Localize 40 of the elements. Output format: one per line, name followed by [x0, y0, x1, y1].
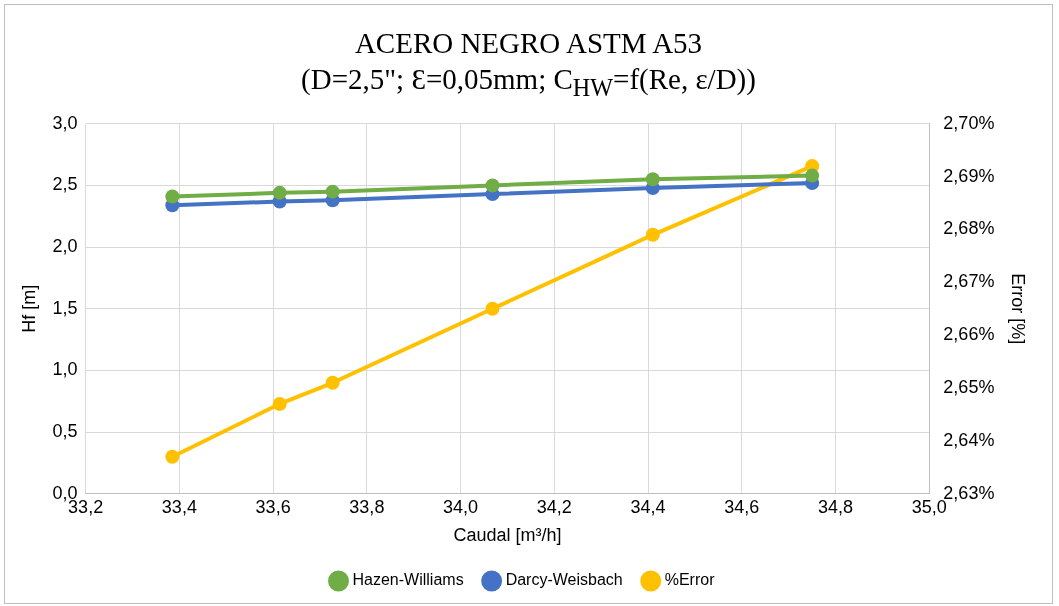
- y-tick-label: 1,0: [52, 359, 78, 380]
- point: [272, 185, 287, 200]
- legend-label: %Error: [664, 571, 716, 589]
- point: [645, 172, 660, 187]
- point: [165, 449, 180, 464]
- y2-tick-label: 2,70%: [943, 112, 995, 133]
- x-axis-title: Caudal [m³/h]: [453, 525, 562, 546]
- y2-tick-label: 2,69%: [943, 165, 995, 186]
- x-tick-label: 34,4: [630, 496, 666, 517]
- y-axis-title: Hf [m]: [18, 284, 39, 333]
- point: [165, 189, 180, 204]
- legend-label: Hazen-Williams: [352, 571, 464, 589]
- point: [805, 168, 820, 183]
- point: [325, 184, 340, 199]
- point: [485, 178, 500, 193]
- point: [485, 301, 500, 316]
- y2-axis-title: Error [%]: [1008, 273, 1029, 345]
- y-tick-label: 2,5: [52, 174, 78, 195]
- chart-title: ACERO NEGRO ASTM A53: [353, 26, 704, 61]
- y2-tick-label: 2,66%: [943, 324, 995, 345]
- x-tick-label: 34,6: [724, 496, 760, 517]
- x-tick-label: 33,6: [255, 496, 291, 517]
- x-tick-label: 33,4: [161, 496, 197, 517]
- y2-tick-label: 2,65%: [943, 377, 995, 398]
- y2-tick-label: 2,64%: [943, 429, 995, 450]
- y-tick-label: 1,5: [52, 297, 78, 318]
- x-tick-label: 34,8: [818, 496, 854, 517]
- y2-tick-label: 2,67%: [943, 271, 995, 292]
- x-tick-label: 34,0: [443, 496, 479, 517]
- point: [645, 227, 660, 242]
- y-tick-label: 3,0: [52, 112, 78, 133]
- y2-tick-label: 2,68%: [943, 218, 995, 239]
- point: [272, 396, 287, 411]
- point: [325, 375, 340, 390]
- x-tick-label: 34,2: [536, 496, 572, 517]
- x-tick-label: 33,8: [349, 496, 385, 517]
- y-tick-label: 2,0: [52, 236, 78, 257]
- y-tick-label: 0,5: [52, 421, 78, 442]
- chart-subtitle: (D=2,5"; Ɛ=0,05mm; C$_{HW}$=f(Re, ε/D)): [300, 62, 757, 103]
- legend-label: Darcy-Weisbach: [505, 571, 623, 589]
